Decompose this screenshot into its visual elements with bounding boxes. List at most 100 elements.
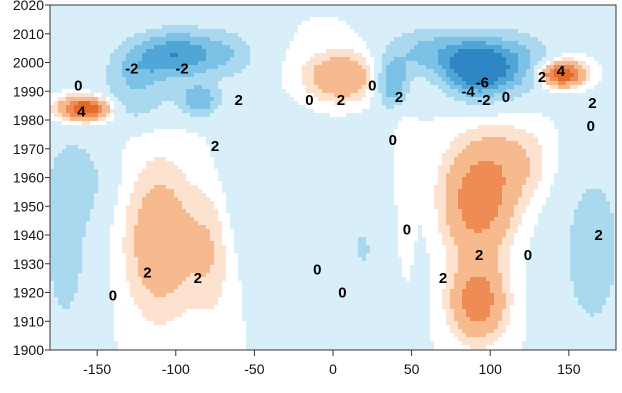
field-cell [170,89,175,94]
field-cell [226,273,231,278]
field-cell [162,237,167,242]
field-cell [250,93,255,98]
field-cell [58,249,63,254]
field-cell [218,29,223,34]
field-cell [110,185,115,190]
field-cell [82,33,87,38]
field-cell [222,261,227,266]
field-cell [118,305,123,310]
field-cell [194,301,199,306]
field-cell [98,225,103,230]
field-cell [114,149,119,154]
field-cell [74,97,79,102]
field-cell [158,201,163,206]
field-cell [254,41,259,46]
field-cell [170,65,175,70]
field-cell [278,81,283,86]
field-cell [278,117,283,122]
field-cell [214,225,219,230]
field-cell [114,137,119,142]
field-cell [178,201,183,206]
field-cell [174,285,179,290]
field-cell [226,321,231,326]
field-cell [250,309,255,314]
field-cell [230,345,235,350]
field-cell [274,317,279,322]
field-cell [262,253,267,258]
field-cell [246,117,251,122]
field-cell [82,13,87,18]
field-cell [190,145,195,150]
field-cell [250,13,255,18]
field-cell [162,161,167,166]
field-cell [106,21,111,26]
field-cell [182,265,187,270]
field-cell [158,57,163,62]
field-cell [254,305,259,310]
field-cell [158,293,163,298]
field-cell [66,17,71,22]
field-cell [162,37,167,42]
field-cell [58,257,63,262]
field-cell [226,325,231,330]
field-cell [154,325,159,330]
field-cell [202,57,207,62]
field-cell [118,321,123,326]
field-cell [186,45,191,50]
field-cell [114,169,119,174]
field-cell [134,125,139,130]
field-cell [218,333,223,338]
field-cell [246,285,251,290]
field-cell [138,217,143,222]
field-cell [102,325,107,330]
field-cell [126,13,131,18]
field-cell [134,301,139,306]
field-cell [170,81,175,86]
field-cell [194,133,199,138]
field-cell [242,165,247,170]
field-cell [154,169,159,174]
field-cell [270,213,275,218]
field-cell [74,77,79,82]
field-cell [118,145,123,150]
field-cell [86,129,91,134]
field-cell [198,341,203,346]
field-cell [114,301,119,306]
field-cell [262,73,267,78]
field-cell [166,197,171,202]
field-cell [178,133,183,138]
field-cell [246,269,251,274]
field-cell [266,9,271,14]
field-cell [138,93,143,98]
field-cell [170,281,175,286]
field-cell [234,85,239,90]
field-cell [178,117,183,122]
field-cell [70,205,75,210]
field-cell [134,197,139,202]
field-cell [198,113,203,118]
field-cell [54,65,59,70]
field-cell [218,57,223,62]
field-cell [90,245,95,250]
field-cell [182,309,187,314]
field-cell [130,29,135,34]
field-cell [110,125,115,130]
field-cell [118,297,123,302]
field-cell [102,177,107,182]
field-cell [198,161,203,166]
field-cell [182,209,187,214]
field-cell [146,9,151,14]
field-cell [74,177,79,182]
field-cell [206,265,211,270]
field-cell [174,65,179,70]
field-cell [194,233,199,238]
field-cell [138,281,143,286]
field-cell [170,117,175,122]
field-cell [274,337,279,342]
field-cell [158,289,163,294]
field-cell [102,97,107,102]
field-cell [254,13,259,18]
field-cell [190,333,195,338]
field-cell [66,289,71,294]
field-cell [62,49,67,54]
